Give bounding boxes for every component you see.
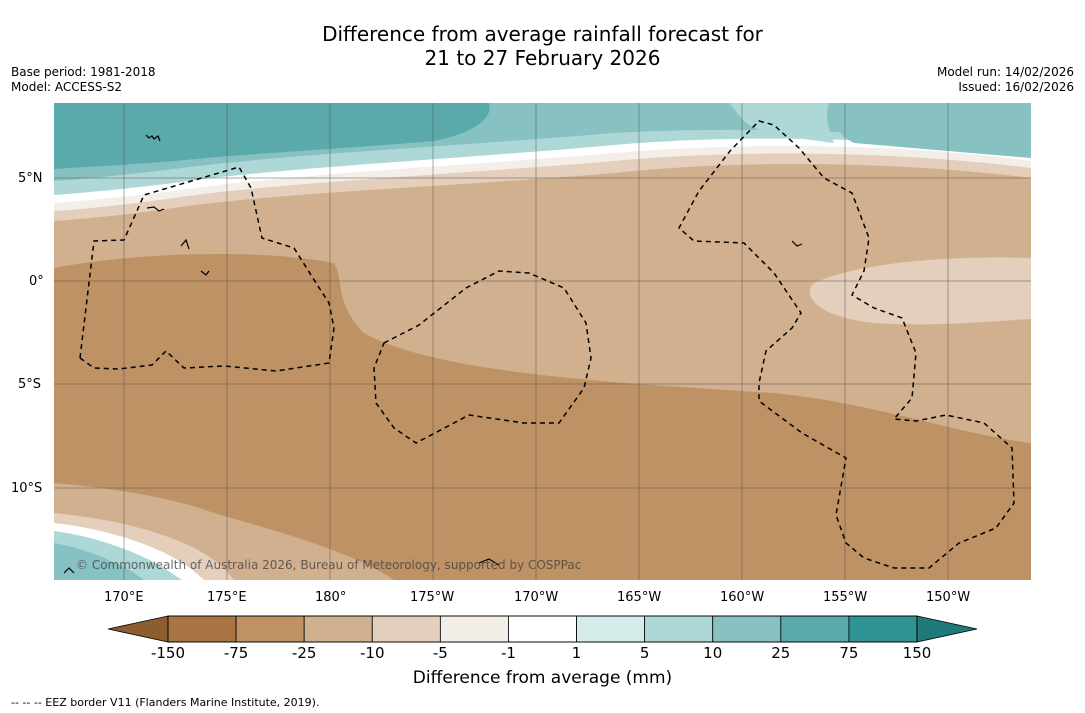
eez-tokelau <box>373 270 592 444</box>
colorbar-cell <box>508 615 577 643</box>
colorbar-tick-label: -150 <box>150 644 186 662</box>
colorbar-cell <box>439 615 509 643</box>
lon-label-160w: 160°W <box>720 590 765 605</box>
issued-date: Issued: 16/02/2026 <box>958 80 1074 94</box>
colorbar-tick-label: -5 <box>432 644 448 662</box>
colorbar-tick-label: 10 <box>703 644 723 662</box>
colorbar-frame <box>167 615 918 643</box>
band-plus-5-ne <box>729 103 834 143</box>
graticule <box>54 103 1031 580</box>
colorbar <box>108 615 978 643</box>
colorbar-cells <box>167 615 918 643</box>
lon-label-175w: 175°W <box>410 590 455 605</box>
colorbar-tick-label: 75 <box>839 644 859 662</box>
chart-title-line2: 21 to 27 February 2026 <box>424 46 661 70</box>
colorbar-tick-label: -75 <box>223 644 249 662</box>
colorbar-tick-label: -25 <box>291 644 317 662</box>
colorbar-title: Difference from average (mm) <box>412 668 673 688</box>
band-minus-10-east <box>809 257 1031 325</box>
eez-borders <box>79 120 1015 569</box>
island-cluster-a <box>180 238 190 250</box>
colorbar-tick-label: -1 <box>500 644 516 662</box>
colorbar-tick-label: 150 <box>902 644 932 662</box>
rainfall-map-svg <box>54 103 1031 580</box>
lat-label-5n: 5°N <box>18 171 43 186</box>
lon-label-165w: 165°W <box>617 590 662 605</box>
colorbar-tick-label: 5 <box>639 644 650 662</box>
colorbar-cell <box>235 615 305 643</box>
colorbar-cell <box>167 615 237 643</box>
island-cluster-b <box>200 270 210 276</box>
colorbar-cell <box>780 615 850 643</box>
base-period: Base period: 1981-2018 <box>11 65 156 79</box>
model-name: Model: ACCESS-S2 <box>11 80 123 94</box>
lon-label-150w: 150°W <box>926 590 971 605</box>
lon-label-170w: 170°W <box>514 590 559 605</box>
lon-label-180: 180° <box>315 590 347 605</box>
colorbar-tick-label: 1 <box>571 644 582 662</box>
lat-label-10s: 10°S <box>11 481 43 496</box>
lon-label-155w: 155°W <box>823 590 868 605</box>
chart-title-line1: Difference from average rainfall forecas… <box>322 22 763 46</box>
colorbar-tick-label: -10 <box>360 644 385 662</box>
eez-kiribati-line-islands <box>678 120 1015 569</box>
island-cluster-c <box>478 558 500 566</box>
colorbar-cell <box>371 615 441 643</box>
colorbar-cell <box>712 615 782 643</box>
lon-label-170e: 170°E <box>104 590 144 605</box>
eez-legend-note: -- -- -- EEZ border V11 (Flanders Marine… <box>11 696 320 709</box>
colorbar-cell <box>848 615 918 643</box>
lat-label-0: 0° <box>29 274 44 289</box>
island-cluster-nauru <box>146 206 165 212</box>
colorbar-cell <box>303 615 373 643</box>
band-plus-10-ne <box>744 103 1031 158</box>
island-cluster-d <box>791 240 803 247</box>
islands <box>63 134 803 574</box>
island-cluster-nw <box>145 134 161 142</box>
band-plus-25-north <box>54 103 490 169</box>
rainfall-map: © Commonwealth of Australia 2026, Bureau… <box>54 103 1031 580</box>
colorbar-cell <box>644 615 714 643</box>
colorbar-cell <box>576 615 646 643</box>
copyright-watermark: © Commonwealth of Australia 2026, Bureau… <box>76 558 582 572</box>
band-plus-10-sw <box>54 543 144 580</box>
colorbar-tick-label: 25 <box>771 644 791 662</box>
band-minus-75 <box>54 253 1031 580</box>
colorbar-extend-high <box>916 615 978 643</box>
island-cluster-e <box>63 567 75 574</box>
lon-label-175e: 175°E <box>207 590 247 605</box>
model-run-date: Model run: 14/02/2026 <box>936 65 1074 79</box>
lat-label-5s: 5°S <box>18 377 42 392</box>
colorbar-extend-low <box>108 615 169 643</box>
